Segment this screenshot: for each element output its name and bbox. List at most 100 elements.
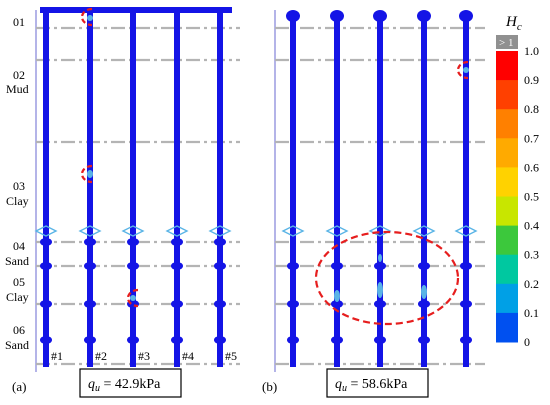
pile-node xyxy=(374,336,386,344)
diamond-marker xyxy=(281,225,305,237)
pile-node xyxy=(331,262,343,270)
colorbar-over-label: > 1 xyxy=(499,37,513,49)
diamond-marker xyxy=(412,225,436,237)
pile-node xyxy=(374,300,386,308)
colorbar-step xyxy=(496,225,518,256)
layer-number: 04 xyxy=(13,239,25,253)
pile-node xyxy=(127,238,139,246)
layer-number: 02 xyxy=(13,68,25,82)
panel-b-piles xyxy=(290,12,469,367)
pile xyxy=(174,10,180,367)
pile-node xyxy=(84,336,96,344)
hotspot xyxy=(334,290,340,302)
hotspot xyxy=(421,285,427,299)
colorbar-title: Hc xyxy=(505,14,522,33)
colorbar-step xyxy=(496,80,518,110)
colorbar-tick-label: 0.5 xyxy=(524,190,539,204)
diamond-marker xyxy=(78,225,102,237)
colorbar-title-subscript: c xyxy=(517,21,522,33)
pile-label: #3 xyxy=(138,349,150,363)
colorbar: Hc > 1 1.0 0.9 0.8 0.7 0.6 0.5 0.4 0.3 0.2 0.1 0 xyxy=(496,14,539,349)
panel-b-pile-heads xyxy=(286,10,473,22)
pile-head xyxy=(286,10,300,22)
panel-a-layer-lines xyxy=(36,26,240,366)
pile-node xyxy=(84,262,96,270)
diamond-marker xyxy=(454,225,478,237)
hotspot xyxy=(378,254,382,262)
pile-node xyxy=(460,300,472,308)
hotspot xyxy=(377,282,383,298)
panel-b-nodes xyxy=(287,262,472,344)
highlight-arc xyxy=(80,164,93,184)
layer-number: 01 xyxy=(13,15,25,29)
panel-b-load-box xyxy=(326,368,429,398)
load-subscript: u xyxy=(342,383,347,394)
pile-node xyxy=(127,336,139,344)
pile-node xyxy=(84,238,96,246)
pile-node xyxy=(171,262,183,270)
colorbar-title-symbol: H xyxy=(505,14,518,30)
pile xyxy=(463,12,469,367)
pile-node xyxy=(374,262,386,270)
hotspot xyxy=(87,15,93,21)
colorbar-steps xyxy=(496,51,518,343)
panel-b: (b) qu = 58.6kPa xyxy=(262,10,485,398)
pile-head xyxy=(459,10,473,22)
highlight-ellipse xyxy=(314,230,460,326)
diamond-marker xyxy=(121,225,145,237)
pile-node xyxy=(214,300,226,308)
panel-a-load-box xyxy=(79,368,182,398)
colorbar-tick-label: 0.7 xyxy=(524,131,539,145)
pile-node xyxy=(40,336,52,344)
layer-name: Clay xyxy=(6,194,29,208)
pile xyxy=(87,10,93,367)
colorbar-tick-label: 0.8 xyxy=(524,102,539,116)
colorbar-tick-label: 1.0 xyxy=(524,44,539,58)
panel-a-pile-labels: #1 #2 #3 #4 #5 xyxy=(51,349,237,363)
load-symbol: q xyxy=(88,377,95,392)
pile-node xyxy=(171,238,183,246)
highlight-arc xyxy=(126,288,139,308)
colorbar-step xyxy=(496,254,518,285)
diamond-marker xyxy=(208,225,232,237)
pile xyxy=(421,12,427,367)
hotspot xyxy=(87,170,93,178)
panel-a-diamonds xyxy=(34,225,232,237)
panel-a-load-label: qu = 42.9kPa xyxy=(88,377,161,394)
colorbar-tick-label: 0.1 xyxy=(524,306,539,320)
panel-b-load-label: qu = 58.6kPa xyxy=(335,377,408,394)
colorbar-tick-label: 0.4 xyxy=(524,219,539,233)
colorbar-step xyxy=(496,167,518,197)
pile xyxy=(290,12,296,367)
pile-label: #1 xyxy=(51,349,63,363)
load-value: = 42.9kPa xyxy=(100,377,161,392)
colorbar-step xyxy=(496,109,518,139)
colorbar-step xyxy=(496,283,518,314)
colorbar-over-swatch xyxy=(496,35,518,49)
colorbar-tick-label: 0.9 xyxy=(524,73,539,87)
panel-b-hotspots xyxy=(334,67,469,302)
layer-name: Sand xyxy=(5,338,29,352)
panel-a-nodes xyxy=(40,238,226,344)
pile-node xyxy=(331,336,343,344)
pile-node xyxy=(287,336,299,344)
pile-node xyxy=(460,336,472,344)
hotspot xyxy=(463,67,469,73)
layer-number: 03 xyxy=(13,179,25,193)
colorbar-step xyxy=(496,138,518,168)
panel-a-soil-labels: 01 02 Mud 03 Clay 04 Sand 05 Clay 06 San… xyxy=(5,15,29,352)
pile-node xyxy=(214,336,226,344)
pile-node xyxy=(460,262,472,270)
pile-label: #2 xyxy=(95,349,107,363)
panel-a-piles xyxy=(43,10,223,367)
diamond-marker xyxy=(325,225,349,237)
load-subscript: u xyxy=(95,383,100,394)
pile-node xyxy=(40,300,52,308)
layer-name: Mud xyxy=(6,82,29,96)
colorbar-tick-label: 0.2 xyxy=(524,277,539,291)
pile-node xyxy=(127,262,139,270)
pile-node xyxy=(418,262,430,270)
panel-a-tag: (a) xyxy=(12,379,26,394)
pile-node xyxy=(84,300,96,308)
pile xyxy=(377,12,383,367)
